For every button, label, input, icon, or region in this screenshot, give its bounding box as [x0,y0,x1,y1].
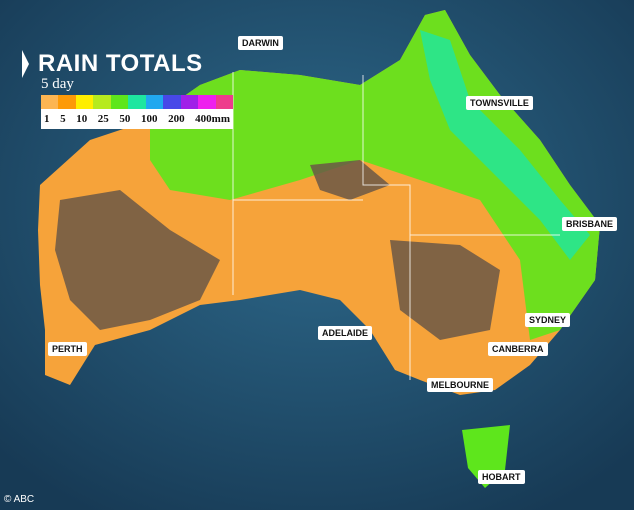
map-subtitle: 5 day [41,76,74,92]
chevron-icon [22,50,29,78]
legend-swatch [128,95,146,109]
legend-label: 1 [44,113,50,125]
city-label-perth: PERTH [48,342,87,356]
legend-label: 200 [168,113,185,125]
legend-label: 400mm [195,113,230,125]
legend-swatch [163,95,181,109]
legend-labels: 1 5 10 25 50 100 200 400mm [41,109,233,129]
city-label-canberra: CANBERRA [488,342,548,356]
legend-label: 10 [76,113,88,125]
legend-swatch [75,95,94,109]
city-label-brisbane: BRISBANE [562,217,618,231]
legend-label: 100 [140,113,158,125]
city-label-darwin: DARWIN [238,36,283,50]
legend-swatch [180,95,199,109]
legend-label: 50 [119,113,131,125]
legend-label: 5 [60,113,66,125]
legend-swatches [41,95,233,109]
map-title: RAIN TOTALS [38,50,203,77]
blue-patches [420,30,590,260]
city-label-melbourne: MELBOURNE [427,378,493,392]
dry-interior [55,160,500,340]
legend-label: 25 [97,113,109,125]
legend-swatch [145,95,164,109]
legend-swatch [93,95,111,109]
legend-swatch [198,95,216,109]
city-label-adelaide: ADELAIDE [318,326,373,340]
legend-swatch [215,95,233,109]
legend-swatch [41,95,59,109]
city-label-townsville: TOWNSVILLE [466,96,533,110]
city-label-sydney: SYDNEY [525,313,571,327]
city-label-hobart: HOBART [478,470,525,484]
green-north [150,10,600,340]
legend-swatch [110,95,129,109]
legend: 1 5 10 25 50 100 200 400mm [41,95,233,129]
credit: © ABC [4,494,35,505]
legend-swatch [58,95,76,109]
state-borders [232,72,560,380]
